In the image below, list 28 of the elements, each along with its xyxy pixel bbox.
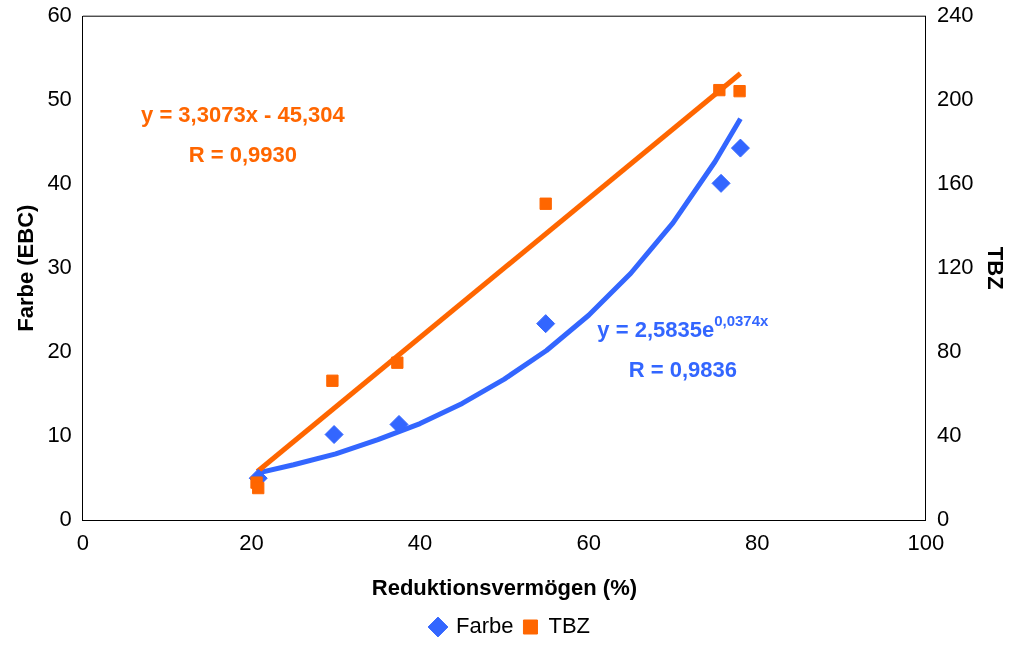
y-tick-label: 60: [47, 2, 72, 28]
annotation: y = 3,3073x - 45,304: [141, 102, 346, 128]
y-axis-title: Farbe (EBC): [13, 204, 39, 332]
x-tick-label: 20: [239, 530, 264, 556]
y2-tick-label: 200: [936, 86, 974, 112]
y-tick-label: 0: [59, 506, 72, 532]
y-tick-label: 10: [47, 422, 72, 448]
x-axis-title: Reduktionsvermögen (%): [371, 574, 638, 600]
annotation: R = 0,9930: [188, 142, 297, 168]
y-tick-label: 30: [47, 254, 72, 280]
legend-label: Farbe: [455, 613, 514, 639]
y2-tick-label: 0: [936, 506, 950, 532]
y2-tick-label: 40: [936, 422, 962, 448]
y2-axis-title: TBZ: [982, 246, 1008, 290]
y-tick-label: 40: [47, 170, 72, 196]
x-tick-label: 80: [745, 530, 770, 556]
annotation: R = 0,9836: [628, 357, 737, 383]
y-tick-label: 20: [47, 338, 72, 364]
y-tick-label: 50: [47, 86, 72, 112]
y2-tick-label: 80: [936, 338, 962, 364]
y2-tick-label: 160: [936, 170, 974, 196]
x-tick-label: 40: [407, 530, 433, 556]
y2-tick-label: 120: [936, 254, 974, 280]
x-tick-label: 0: [76, 530, 89, 556]
x-tick-label: 60: [576, 530, 601, 556]
x-tick-label: 100: [907, 530, 945, 556]
y2-tick-label: 240: [936, 2, 974, 28]
legend-label: TBZ: [548, 613, 591, 639]
